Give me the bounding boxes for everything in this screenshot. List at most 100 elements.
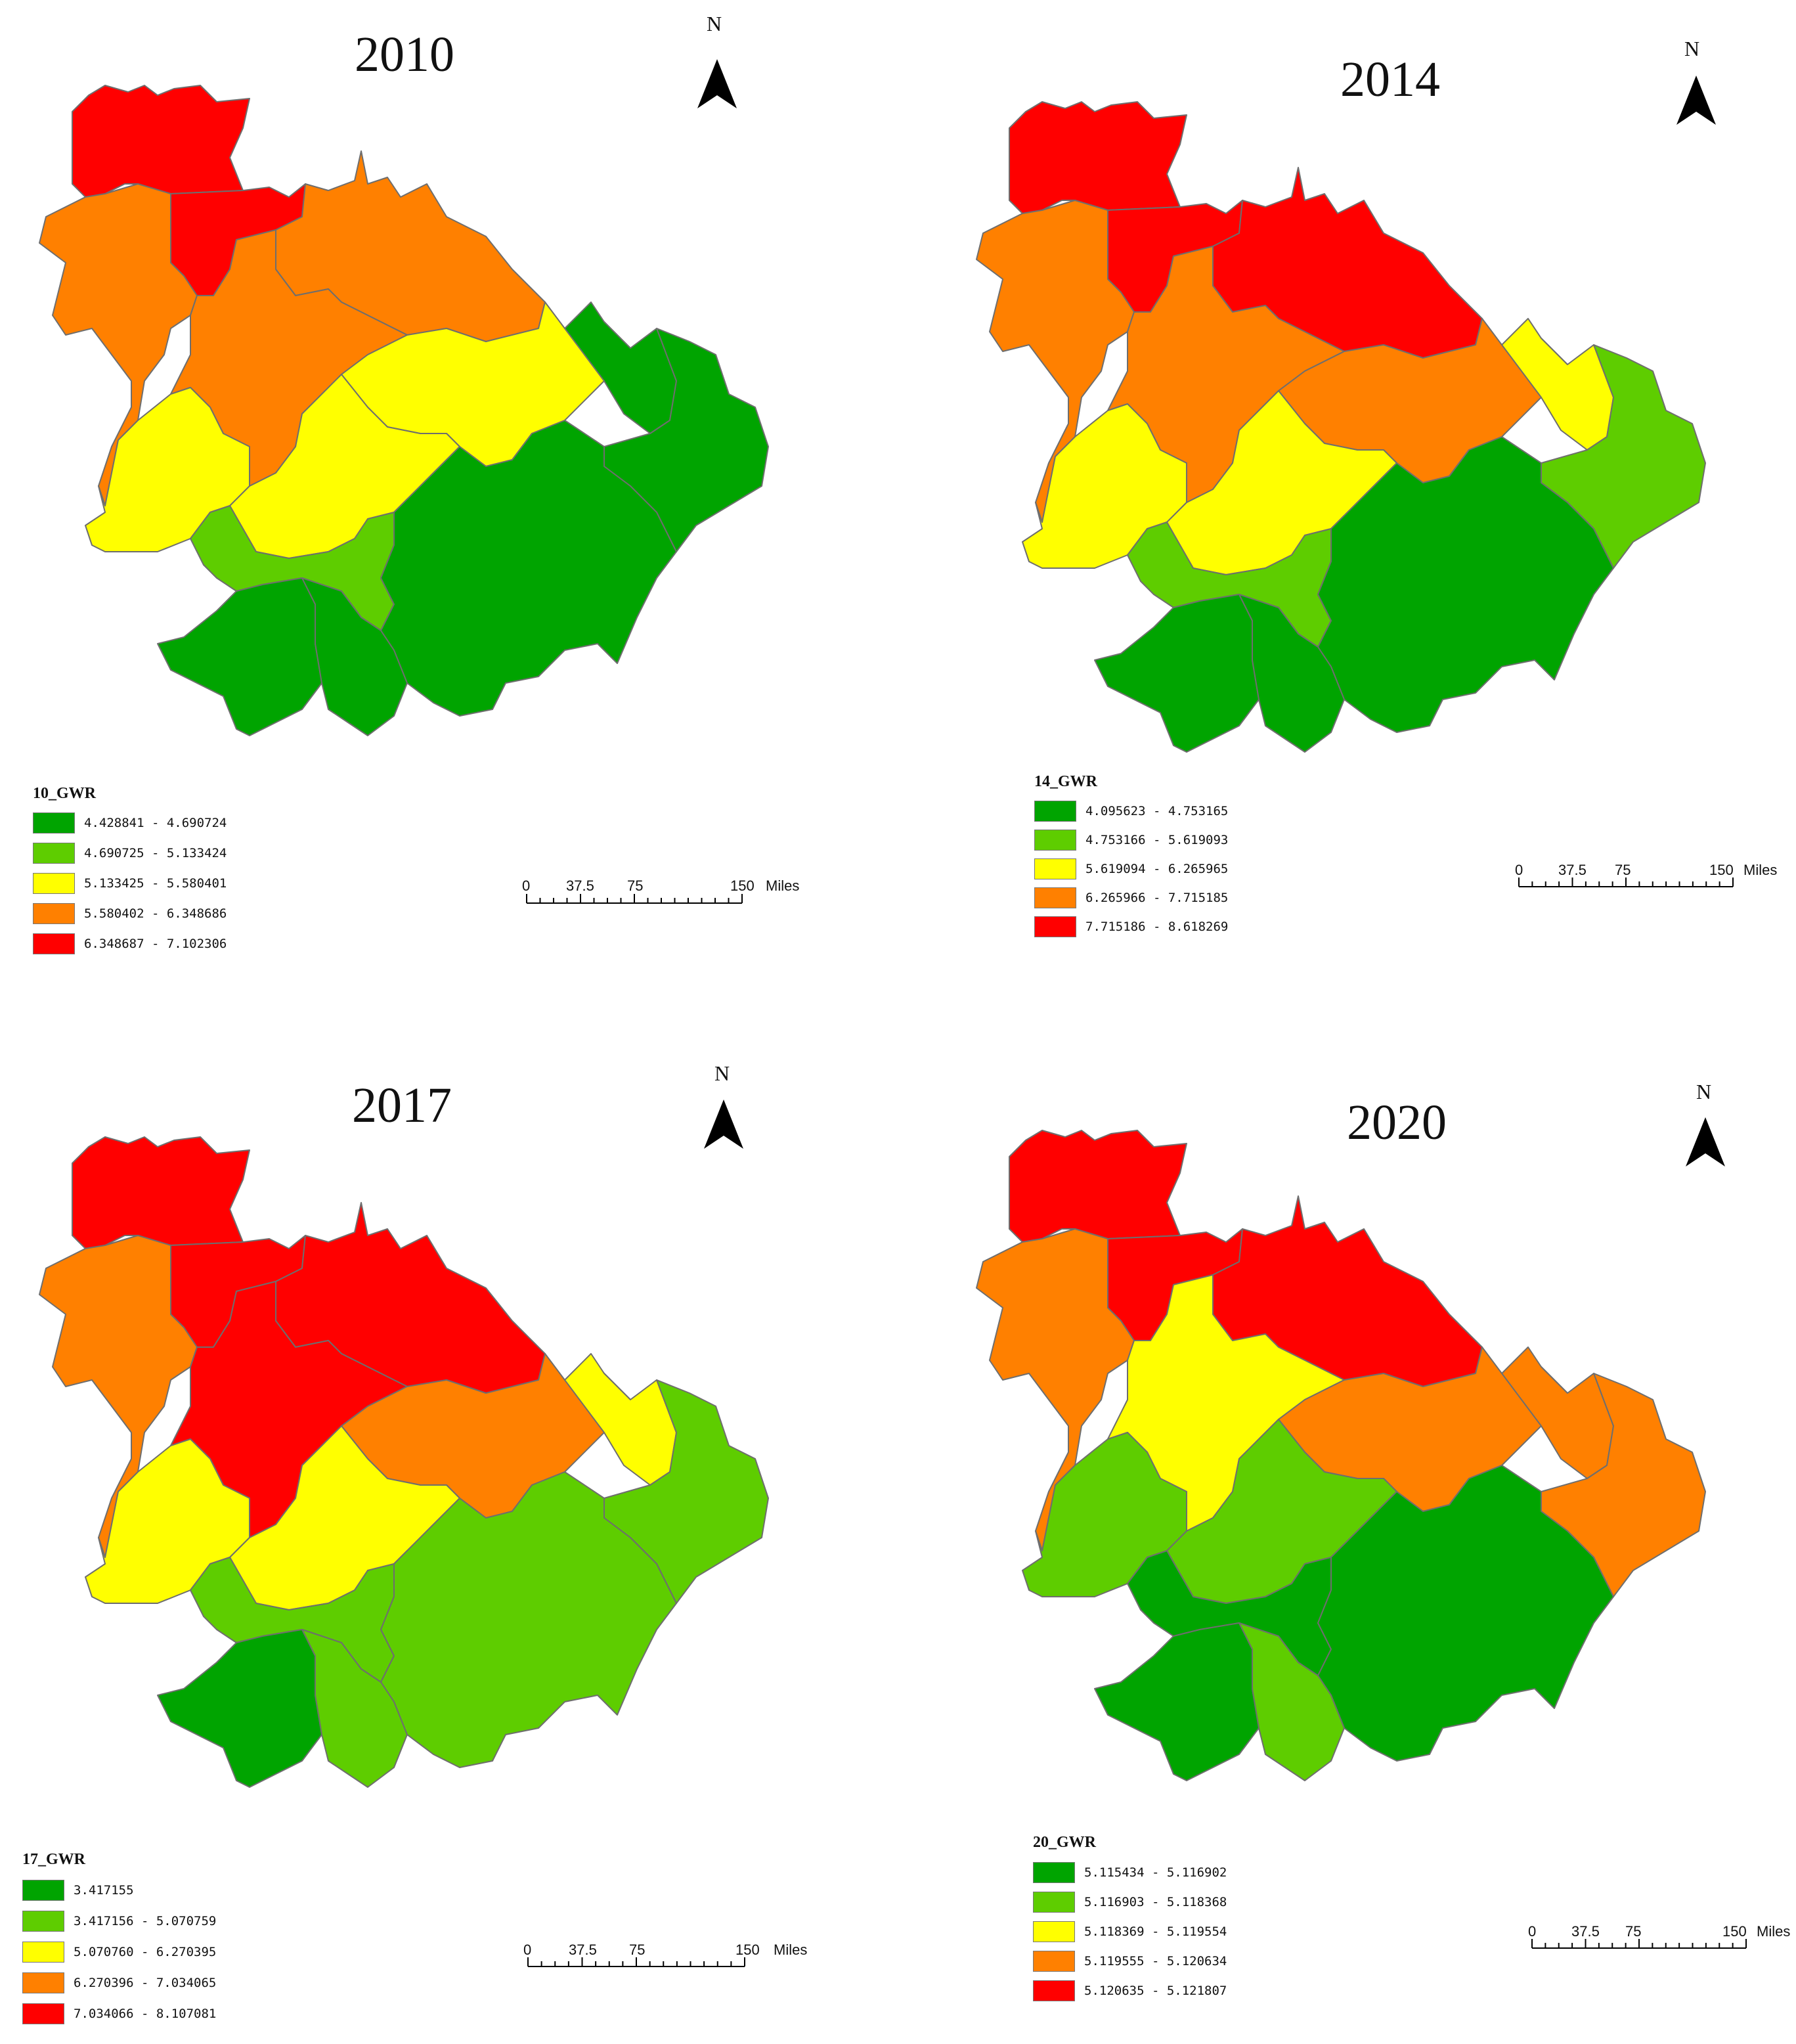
choropleth-map — [976, 76, 1734, 887]
scale-tick-label: 150 — [735, 1942, 760, 1958]
map-regions — [976, 1130, 1706, 1781]
scale-tick-label: 150 — [730, 878, 755, 894]
legend-label: 5.118369 - 5.119554 — [1084, 1924, 1227, 1939]
legend-swatch — [33, 903, 75, 924]
north-arrow-icon — [697, 59, 737, 108]
legend-swatch — [33, 933, 75, 954]
year-title: 2010 — [355, 27, 454, 82]
legend-swatch — [33, 812, 75, 833]
region-east-far — [603, 328, 769, 552]
legend-label: 5.133425 - 5.580401 — [84, 876, 227, 891]
legend-title: 14_GWR — [1034, 773, 1097, 790]
legend-label: 5.070760 - 6.270395 — [74, 1945, 217, 1959]
scale-bar — [1531, 1939, 1747, 1949]
region-north-west — [72, 1136, 250, 1249]
legend-item: 5.120635 - 5.121807 — [1033, 1980, 1227, 2002]
region-south-west — [157, 577, 322, 736]
region-south-east — [301, 577, 408, 736]
region-south-west — [157, 1629, 322, 1788]
choropleth-map — [976, 1117, 1747, 1949]
legend-item: 5.118369 - 5.119554 — [1033, 1921, 1227, 1943]
legend-swatch — [1034, 801, 1076, 822]
scale-tick-label: 75 — [1625, 1923, 1642, 1940]
scale-bar — [526, 894, 743, 904]
map-panel-2010: 2010 N 10_GWR 4.428841 - 4.690724 4.6907… — [0, 0, 898, 1022]
legend-label: 6.270396 - 7.034065 — [74, 1976, 217, 1990]
scale-tick-label: 37.5 — [566, 878, 594, 894]
scale-tick-label: 0 — [1528, 1923, 1537, 1940]
legend-label: 6.265966 - 7.715185 — [1085, 891, 1229, 905]
legend-title: 17_GWR — [22, 1851, 85, 1868]
north-arrow-icon — [1686, 1117, 1725, 1166]
legend-swatch — [22, 1911, 64, 1932]
region-north-west — [1009, 101, 1187, 214]
region-east-far — [1541, 344, 1706, 569]
north-arrow-label: N — [714, 1061, 730, 1085]
legend-title: 10_GWR — [33, 785, 96, 802]
legend-label: 5.119555 - 5.120634 — [1084, 1954, 1227, 1968]
legend-label: 3.417155 — [74, 1883, 134, 1898]
region-south-east — [1238, 1622, 1345, 1781]
region-north-west — [72, 85, 250, 198]
legend-label: 7.034066 - 8.107081 — [74, 2007, 217, 2021]
year-title: 2017 — [352, 1078, 452, 1133]
year-title: 2020 — [1347, 1095, 1447, 1150]
scale-tick-label: 0 — [523, 1942, 532, 1958]
legend-swatch — [1034, 916, 1076, 937]
legend-swatch — [22, 2003, 64, 2024]
legend-item: 3.417155 — [22, 1879, 134, 1901]
legend-item: 6.265966 - 7.715185 — [1034, 887, 1228, 909]
legend-label: 5.115434 - 5.116902 — [1084, 1865, 1227, 1880]
year-title: 2014 — [1340, 52, 1440, 107]
scale-unit-label: Miles — [1757, 1923, 1791, 1940]
map-regions — [976, 101, 1706, 753]
legend-label: 3.417156 - 5.070759 — [74, 1914, 217, 1928]
legend-item: 7.715186 - 8.618269 — [1034, 916, 1228, 938]
legend-label: 4.753166 - 5.619093 — [1085, 833, 1229, 847]
legend-item: 5.115434 - 5.116902 — [1033, 1861, 1227, 1884]
region-south-east — [301, 1629, 408, 1788]
legend-label: 6.348687 - 7.102306 — [84, 937, 227, 951]
scale-tick-label: 150 — [1722, 1923, 1747, 1940]
legend-label: 5.120635 - 5.121807 — [1084, 1984, 1227, 1998]
legend-item: 4.690725 - 5.133424 — [33, 842, 227, 864]
legend-swatch — [1034, 830, 1076, 851]
scale-bar — [1518, 878, 1734, 887]
scale-unit-label: Miles — [1743, 862, 1778, 878]
region-south-east — [1238, 594, 1345, 753]
north-arrow-label: N — [707, 12, 722, 35]
legend-item: 5.119555 - 5.120634 — [1033, 1950, 1227, 1972]
legend-item: 5.580402 - 6.348686 — [33, 902, 227, 925]
legend-swatch — [1033, 1862, 1075, 1883]
legend-swatch — [22, 1880, 64, 1901]
north-arrow-icon — [1676, 76, 1716, 125]
legend-item: 6.348687 - 7.102306 — [33, 933, 227, 955]
scale-unit-label: Miles — [766, 878, 800, 894]
region-south-west — [1094, 594, 1259, 753]
map-regions — [39, 85, 769, 736]
legend-swatch — [1034, 887, 1076, 908]
region-east-far — [1541, 1373, 1706, 1597]
scale-tick-label: 37.5 — [569, 1942, 597, 1958]
legend-swatch — [33, 843, 75, 864]
map-regions — [39, 1136, 769, 1788]
north-arrow-label: N — [1684, 37, 1700, 60]
legend-swatch — [1033, 1921, 1075, 1942]
legend-item: 5.116903 - 5.118368 — [1033, 1891, 1227, 1913]
legend-swatch — [22, 1972, 64, 1993]
scale-unit-label: Miles — [774, 1942, 808, 1958]
region-south-west — [1094, 1622, 1259, 1781]
scale-tick-label: 37.5 — [1571, 1923, 1600, 1940]
scale-tick-label: 75 — [1615, 862, 1631, 878]
scale-tick-label: 75 — [629, 1942, 646, 1958]
region-north-west — [1009, 1130, 1187, 1243]
legend-label: 5.116903 - 5.118368 — [1084, 1895, 1227, 1909]
legend-item: 5.133425 - 5.580401 — [33, 872, 227, 895]
legend-label: 4.428841 - 4.690724 — [84, 816, 227, 830]
map-panel-2014: 2014 N 14_GWR 4.095623 - 4.753165 4.7531… — [898, 0, 1795, 1022]
legend-item: 4.095623 - 4.753165 — [1034, 800, 1228, 822]
legend-swatch — [22, 1942, 64, 1963]
legend-item: 5.619094 - 6.265965 — [1034, 858, 1228, 880]
legend-label: 7.715186 - 8.618269 — [1085, 920, 1229, 934]
legend-swatch — [1034, 858, 1076, 879]
